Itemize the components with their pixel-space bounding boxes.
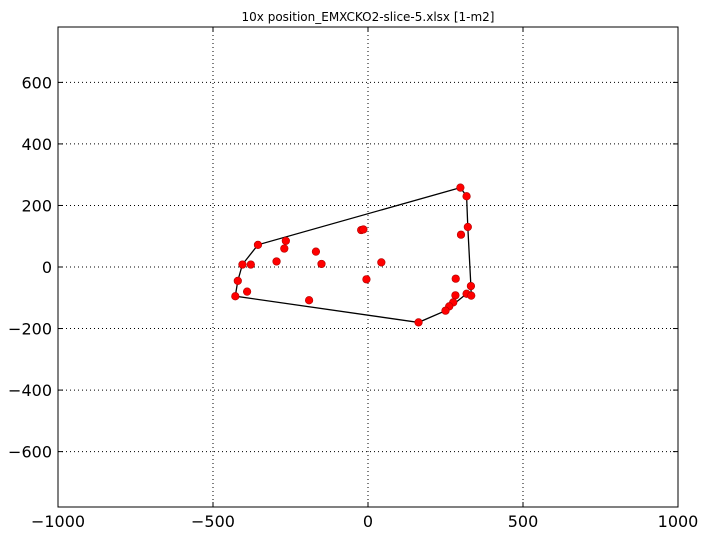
data-point [456,230,466,239]
data-point [377,258,386,267]
y-tick-label: −200 [8,320,52,339]
y-tick-label: −600 [8,443,52,462]
data-point [463,222,472,232]
axis-ticks: −1000 −500 0 500 1000 −600 −400 −200 0 200 400 600 [8,27,698,531]
data-point [233,276,242,285]
data-point [451,274,460,283]
y-tick-label: 0 [42,258,52,277]
data-point [362,275,371,284]
chart-title: 10x position_EMXCKO2-slice-5.xlsx [1-m2] [242,10,495,24]
data-point [441,306,450,315]
x-tick-label: −1000 [31,512,85,531]
data-point [317,259,326,269]
data-point [359,225,368,234]
data-point [414,318,423,327]
y-tick-label: 600 [21,73,52,92]
data-point [272,257,281,266]
data-point [456,183,465,192]
grid-lines [58,27,678,507]
plot-frame [57,26,679,508]
data-point [451,291,460,300]
data-point [253,240,263,249]
data-point [246,260,255,269]
x-tick-label: 1000 [658,512,699,531]
data-point [280,244,289,253]
data-point [466,281,476,291]
y-tick-label: −400 [8,381,52,400]
data-point [305,296,314,305]
data-point [243,287,252,296]
points-layer [231,183,476,327]
data-point [311,247,321,256]
y-tick-label: 200 [21,196,52,215]
data-point [238,260,247,269]
data-point [462,192,471,201]
y-tick-label: 400 [21,135,52,154]
x-tick-label: 500 [508,512,539,531]
hull-layer [234,186,472,324]
data-point [467,291,476,300]
convex-hull-line [234,186,472,324]
data-point [231,292,240,301]
x-tick-label: −500 [191,512,235,531]
x-tick-label: 0 [363,512,373,531]
data-point [281,236,290,245]
